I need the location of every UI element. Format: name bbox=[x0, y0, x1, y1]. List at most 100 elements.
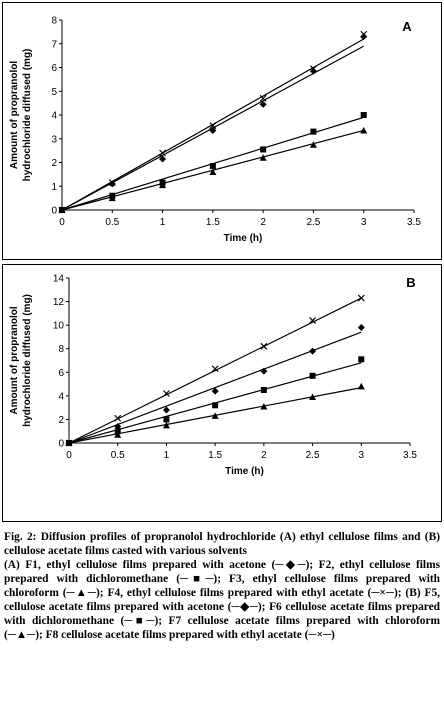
data-point-square bbox=[212, 402, 219, 409]
x-tick-label: 2.5 bbox=[306, 450, 320, 461]
data-point-diamond bbox=[211, 387, 219, 395]
x-tick-label: 2 bbox=[261, 450, 267, 461]
data-point-cross bbox=[114, 414, 122, 422]
trend-line-cross bbox=[61, 38, 365, 211]
data-point-cross-stroke bbox=[211, 365, 219, 373]
y-tick-label: 8 bbox=[58, 344, 64, 355]
data-point-cross-stroke bbox=[360, 30, 368, 38]
data-point-cross-stroke bbox=[58, 206, 66, 214]
chart-b-svg: 0 2 4 6 8 10 12 14 0 0.5 1 1.5 2 2.5 3 3.5 Time (h) Amoun… bbox=[9, 274, 417, 478]
x-tick-label: 0.5 bbox=[105, 217, 119, 228]
y-tick-label: 10 bbox=[53, 321, 65, 332]
y-tick-label: 5 bbox=[51, 87, 57, 98]
data-point-triangle bbox=[162, 421, 170, 429]
data-point-diamond bbox=[357, 324, 365, 331]
y-tick-label: 2 bbox=[51, 158, 57, 169]
data-point-triangle bbox=[309, 393, 317, 401]
y-tick-label: 14 bbox=[53, 274, 65, 285]
x-tick-label: 3 bbox=[361, 217, 367, 228]
data-point-cross-stroke bbox=[260, 342, 268, 350]
data-point-square bbox=[260, 386, 267, 393]
data-point-cross bbox=[259, 94, 267, 102]
x-tick-label: 1 bbox=[160, 217, 166, 228]
panel-letter: A bbox=[402, 19, 412, 34]
data-point-cross bbox=[65, 439, 73, 447]
x-tick-label: 3.5 bbox=[403, 450, 417, 461]
data-point-cross bbox=[163, 390, 170, 397]
y-axis-title-line: hydrochloride diffused (mg) bbox=[22, 294, 33, 427]
y-axis-title-line: hydrochloride diffused (mg) bbox=[22, 49, 33, 182]
data-point-triangle bbox=[209, 168, 217, 175]
y-tick-label: 12 bbox=[53, 297, 65, 308]
y-tick-label: 6 bbox=[58, 368, 64, 379]
chart-panel-b: 0 2 4 6 8 10 12 14 0 0.5 1 1.5 2 2.5 3 3.5 Time (h) Amoun… bbox=[2, 264, 442, 522]
x-tick-label: 2.5 bbox=[306, 217, 320, 228]
x-tick-label: 3.5 bbox=[407, 217, 421, 228]
data-point-square bbox=[309, 372, 316, 379]
data-point-diamond bbox=[259, 100, 267, 108]
data-point-diamond bbox=[209, 126, 217, 134]
data-point-cross bbox=[309, 317, 316, 324]
data-point-cross bbox=[108, 179, 116, 187]
data-point-cross bbox=[310, 65, 317, 73]
data-point-cross-stroke bbox=[65, 439, 73, 447]
data-point-cross-stroke bbox=[114, 414, 122, 422]
y-tick-label: 4 bbox=[51, 111, 57, 122]
data-point-triangle bbox=[260, 402, 268, 410]
data-point-triangle bbox=[309, 141, 317, 148]
x-tick-label: 1.5 bbox=[208, 450, 222, 461]
x-tick-label: 0 bbox=[66, 450, 72, 461]
panel-letter: B bbox=[406, 275, 415, 290]
data-point-diamond bbox=[360, 33, 368, 41]
y-tick-label: 3 bbox=[51, 134, 57, 145]
data-point-diamond bbox=[260, 367, 268, 375]
data-point-cross-stroke bbox=[309, 317, 316, 324]
data-point-square bbox=[360, 112, 367, 118]
data-point-cross-stroke bbox=[357, 294, 365, 302]
data-point-cross bbox=[159, 149, 166, 157]
data-point-square bbox=[260, 146, 267, 153]
data-point-square bbox=[310, 128, 317, 135]
figure-caption: Fig. 2: Diffusion profiles of propranolo… bbox=[4, 530, 440, 642]
y-tick-label: 4 bbox=[58, 391, 64, 402]
x-tick-label: 0.5 bbox=[111, 450, 125, 461]
data-point-triangle bbox=[360, 126, 368, 134]
data-point-triangle bbox=[357, 382, 365, 390]
y-tick-label: 0 bbox=[51, 206, 57, 217]
x-tick-label: 3 bbox=[359, 450, 365, 461]
y-tick-label: 7 bbox=[51, 39, 57, 50]
trend-line-cross bbox=[68, 297, 362, 444]
y-tick-label: 6 bbox=[51, 63, 57, 74]
data-point-triangle bbox=[211, 412, 219, 419]
y-tick-label: 2 bbox=[58, 415, 64, 426]
data-point-cross bbox=[360, 30, 368, 38]
data-point-cross bbox=[260, 342, 268, 350]
chart-panel-a: 0 1 2 3 4 5 6 7 8 0 0.5 1 1.5 2 2.5 3 3.5 Time (h) Amount … bbox=[2, 2, 442, 260]
data-point-triangle bbox=[159, 181, 167, 189]
data-point-diamond bbox=[162, 406, 170, 414]
y-tick-label: 0 bbox=[58, 439, 64, 450]
x-tick-label: 1.5 bbox=[206, 217, 220, 228]
y-axis-title-line: Amount of propranolol bbox=[9, 61, 20, 170]
data-point-cross-stroke bbox=[159, 149, 166, 157]
data-point-square bbox=[358, 356, 365, 363]
data-point-diamond bbox=[309, 347, 317, 355]
x-axis-title: Time (h) bbox=[225, 466, 264, 477]
data-point-square bbox=[114, 428, 121, 435]
data-point-triangle bbox=[108, 194, 116, 202]
data-point-cross-stroke bbox=[209, 122, 217, 130]
data-point-cross bbox=[58, 206, 66, 214]
data-point-cross bbox=[209, 122, 217, 130]
x-tick-label: 1 bbox=[164, 450, 170, 461]
data-point-diamond bbox=[159, 155, 167, 163]
data-point-triangle bbox=[114, 431, 122, 438]
data-point-cross-stroke bbox=[163, 390, 170, 397]
data-point-cross-stroke bbox=[108, 179, 116, 187]
x-tick-label: 2 bbox=[260, 217, 266, 228]
data-point-cross-stroke bbox=[259, 94, 267, 102]
data-point-cross bbox=[211, 365, 219, 373]
x-axis-title: Time (h) bbox=[224, 233, 263, 244]
trend-line-diamond bbox=[68, 331, 362, 444]
y-tick-label: 1 bbox=[51, 182, 57, 193]
data-point-square bbox=[163, 416, 170, 423]
